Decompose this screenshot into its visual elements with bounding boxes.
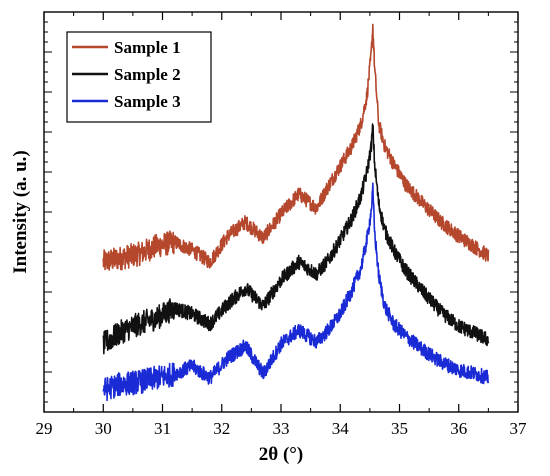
legend-label-1: Sample 1 (114, 38, 181, 57)
series-line-3 (102, 182, 490, 402)
x-tick-label: 29 (36, 419, 53, 438)
x-tick-label: 32 (213, 419, 230, 438)
x-tick-label: 34 (332, 419, 350, 438)
x-tick-label: 35 (391, 419, 408, 438)
series-line-1 (102, 23, 490, 271)
x-tick-label: 30 (95, 419, 112, 438)
y-axis-title: Intensity (a. u.) (10, 150, 31, 274)
x-tick-label: 36 (450, 419, 467, 438)
x-tick-label: 31 (154, 419, 171, 438)
x-tick-label: 33 (273, 419, 290, 438)
legend-label-2: Sample 2 (114, 65, 181, 84)
x-tick-label: 37 (510, 419, 528, 438)
x-axis-title: 2θ (°) (259, 444, 303, 465)
legend-label-3: Sample 3 (114, 92, 181, 111)
series-line-2 (102, 123, 490, 355)
